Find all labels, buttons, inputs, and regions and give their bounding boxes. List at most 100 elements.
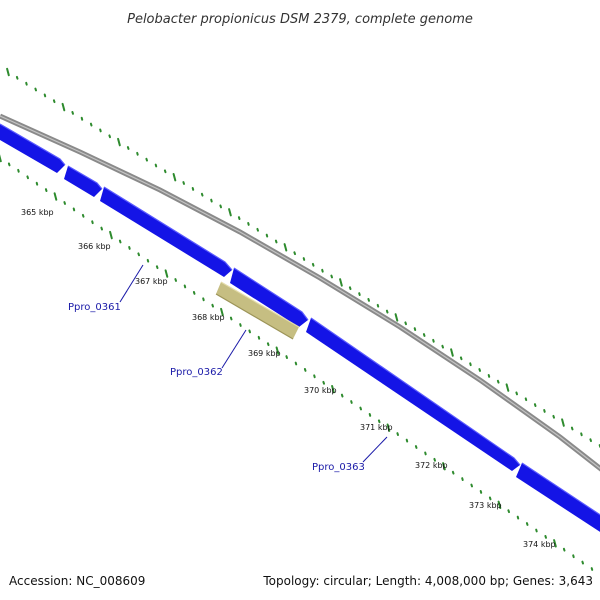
outer-track-minor-tick (321, 268, 324, 273)
inner-track-minor-tick (91, 220, 94, 225)
outer-tick-track (6, 67, 600, 448)
outer-track-minor-tick (376, 303, 380, 308)
outer-track-minor-tick (274, 239, 278, 244)
inner-track-minor-tick (350, 400, 353, 404)
outer-track-minor-tick (422, 333, 426, 337)
outer-track-minor-tick (71, 111, 74, 115)
outer-track-major-tick (117, 137, 121, 147)
outer-track-minor-tick (441, 344, 444, 349)
scale-tick-label: 370 kbp (304, 386, 337, 395)
outer-track-minor-tick (80, 116, 84, 121)
gene-label-ppro-0362[interactable]: Ppro_0362 (170, 367, 223, 378)
outer-track-minor-tick (552, 414, 555, 419)
outer-track-minor-tick (432, 338, 435, 343)
inner-track-major-tick (497, 500, 502, 509)
inner-track-minor-tick (590, 567, 594, 571)
outer-track-minor-tick (52, 99, 56, 104)
outer-track-minor-tick (311, 262, 315, 267)
scale-tick-label: 374 kbp (523, 540, 556, 549)
outer-track-minor-tick (543, 409, 546, 413)
outer-track-major-tick (61, 102, 66, 112)
genome-backbone-highlight (0, 115, 600, 470)
outer-track-minor-tick (330, 274, 333, 279)
cds-feature-mid[interactable] (230, 267, 309, 327)
inner-track-minor-tick (174, 278, 177, 282)
scale-tick-label: 371 kbp (360, 423, 393, 432)
gene-label-ppro-0361[interactable]: Ppro_0361 (68, 302, 121, 313)
inner-track-minor-tick (340, 393, 344, 398)
cds-feature-left-partial[interactable] (0, 123, 66, 173)
cds-feature-small[interactable] (64, 165, 103, 197)
gene-label-link-0363 (362, 436, 388, 463)
scale-tick-labels: 365 kbp 366 kbp 367 kbp 368 kbp 369 kbp 370 k… (21, 208, 556, 549)
outer-track-minor-tick (570, 426, 574, 431)
inner-track-minor-tick (266, 342, 270, 347)
inner-track-major-tick (164, 269, 169, 278)
scale-tick-label: 372 kbp (415, 461, 448, 470)
inner-track-major-tick (109, 230, 113, 240)
inner-track-minor-tick (572, 554, 575, 559)
gene-label-link-0362 (221, 329, 247, 369)
outer-track-major-tick (6, 67, 10, 77)
outer-track-major-tick (283, 243, 288, 252)
outer-track-major-tick (505, 383, 510, 392)
outer-track-minor-tick (99, 128, 102, 133)
cds-feature-right-partial[interactable] (516, 462, 600, 545)
inner-track-minor-tick (516, 515, 520, 520)
inner-track-minor-tick (155, 265, 159, 270)
outer-track-major-tick (228, 208, 232, 217)
outer-track-minor-tick (515, 391, 518, 396)
gene-label-ppro-0363[interactable]: Ppro_0363 (312, 462, 365, 473)
cds-feature-ppro-0361[interactable] (100, 186, 233, 277)
inner-track-minor-tick (461, 477, 464, 481)
outer-track-minor-tick (154, 163, 158, 168)
inner-track-minor-tick (488, 496, 492, 501)
inner-track-minor-tick (414, 445, 418, 449)
inner-track-minor-tick (544, 535, 547, 539)
inner-track-minor-tick (118, 239, 122, 244)
outer-track-major-tick (561, 418, 565, 427)
outer-track-minor-tick (293, 251, 296, 256)
inner-track-major-tick (331, 385, 335, 394)
outer-track-minor-tick (256, 227, 259, 232)
outer-track-minor-tick (348, 286, 352, 291)
outer-track-minor-tick (496, 379, 500, 384)
outer-track-minor-tick (191, 187, 195, 191)
outer-track-minor-tick (15, 75, 19, 80)
scale-tick-label: 373 kbp (469, 501, 502, 510)
outer-track-minor-tick (34, 87, 37, 92)
genome-backbone (0, 113, 600, 472)
inner-track-minor-tick (7, 162, 11, 167)
outer-track-minor-tick (459, 356, 463, 361)
outer-track-major-tick (172, 173, 177, 182)
inner-track-minor-tick (229, 316, 233, 321)
outer-track-minor-tick (589, 438, 592, 443)
inner-track-minor-tick (72, 207, 76, 212)
inner-track-minor-tick (396, 432, 399, 436)
outer-track-major-tick (394, 313, 399, 322)
outer-track-minor-tick (163, 169, 167, 174)
inner-track-minor-tick (377, 419, 381, 424)
scale-tick-label: 366 kbp (78, 242, 111, 251)
inner-track-minor-tick (303, 368, 307, 372)
cds-feature-ppro-0363[interactable] (306, 317, 521, 471)
inner-track-minor-tick (257, 335, 261, 340)
outer-track-minor-tick (358, 292, 361, 296)
inner-track-minor-tick (146, 258, 150, 263)
outer-track-minor-tick (487, 374, 491, 378)
outer-track-minor-tick (302, 257, 306, 261)
outer-track-minor-tick (265, 233, 269, 238)
inner-track-major-tick (442, 462, 446, 471)
inner-track-minor-tick (81, 213, 85, 218)
inner-track-minor-tick (63, 201, 66, 205)
inner-track-minor-tick (451, 470, 455, 475)
inner-track-minor-tick (359, 406, 362, 411)
inner-track-minor-tick (405, 438, 409, 443)
inner-track-minor-tick (285, 355, 288, 359)
inner-track-minor-tick (183, 284, 187, 289)
cds-feature-ppro-0362-highlight[interactable] (215, 281, 300, 340)
inner-track-minor-tick (26, 175, 29, 180)
outer-track-minor-tick (367, 298, 370, 302)
